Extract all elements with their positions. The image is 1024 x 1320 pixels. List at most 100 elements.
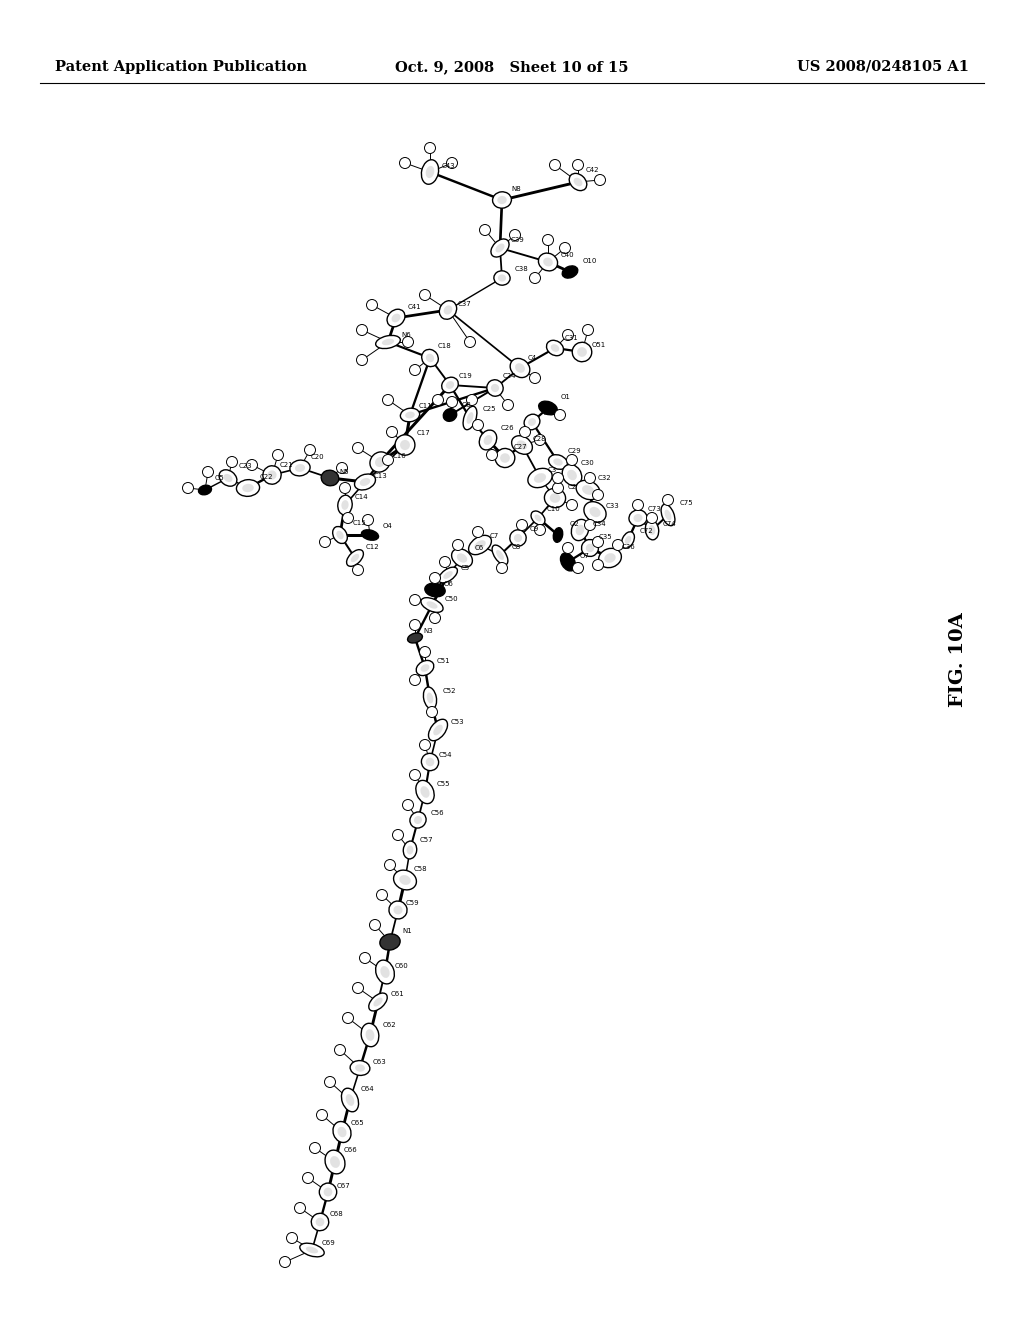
Circle shape [352,565,364,576]
Circle shape [352,982,364,994]
Ellipse shape [560,553,575,572]
Ellipse shape [333,527,347,544]
Circle shape [319,536,331,548]
Text: C13: C13 [374,473,388,479]
Ellipse shape [416,780,434,804]
Circle shape [595,174,605,186]
Text: C18: C18 [438,343,452,348]
Text: C3: C3 [548,467,557,473]
Circle shape [386,426,397,437]
Ellipse shape [500,453,510,463]
Ellipse shape [439,301,457,319]
Ellipse shape [528,418,536,426]
Ellipse shape [622,532,635,548]
Ellipse shape [469,536,492,554]
Text: C50: C50 [445,597,459,602]
Ellipse shape [366,1030,375,1041]
Ellipse shape [524,414,540,430]
Text: C14: C14 [355,494,369,500]
Ellipse shape [306,1246,318,1254]
Text: C74: C74 [663,521,677,527]
Text: O2: O2 [570,521,580,527]
Circle shape [356,355,368,366]
Ellipse shape [571,519,589,541]
Ellipse shape [350,1060,370,1076]
Ellipse shape [584,502,606,523]
Ellipse shape [665,510,672,520]
Text: N3: N3 [423,628,433,634]
Ellipse shape [324,1188,333,1196]
Text: C55: C55 [437,781,451,787]
Ellipse shape [387,309,404,327]
Ellipse shape [426,354,434,362]
Circle shape [446,396,458,408]
Ellipse shape [496,550,504,560]
Ellipse shape [512,436,532,454]
Ellipse shape [336,531,344,540]
Ellipse shape [582,540,598,557]
Text: C56: C56 [431,810,444,816]
Ellipse shape [319,1183,337,1201]
Ellipse shape [474,540,485,550]
Text: O10: O10 [583,257,597,264]
Ellipse shape [389,902,408,919]
Text: O3: O3 [462,403,472,408]
Ellipse shape [443,305,453,314]
Text: C32: C32 [598,475,611,480]
Circle shape [553,473,563,483]
Ellipse shape [426,602,437,609]
Text: C11: C11 [419,403,433,409]
Ellipse shape [416,660,434,676]
Ellipse shape [527,469,552,487]
Text: N8: N8 [511,186,521,191]
Ellipse shape [662,504,675,525]
Text: C64: C64 [361,1086,375,1092]
Circle shape [182,483,194,494]
Text: C4: C4 [528,355,538,360]
Ellipse shape [408,634,423,643]
Circle shape [280,1257,291,1267]
Ellipse shape [361,529,379,540]
Circle shape [342,512,353,524]
Ellipse shape [311,1213,329,1230]
Text: C24: C24 [503,374,516,379]
Text: C17: C17 [417,430,431,436]
Text: C75: C75 [680,500,693,506]
Circle shape [410,675,421,685]
Circle shape [410,619,421,631]
Text: C21: C21 [280,462,294,469]
Text: C33: C33 [606,503,620,510]
Ellipse shape [515,363,525,372]
Ellipse shape [510,529,526,546]
Circle shape [302,1172,313,1184]
Text: C31: C31 [565,335,579,341]
Ellipse shape [380,966,390,978]
Text: C43: C43 [442,162,456,169]
Circle shape [472,420,483,430]
Circle shape [566,499,578,511]
Circle shape [486,450,498,461]
Text: C42: C42 [586,168,599,173]
Text: C20: C20 [311,454,325,459]
Ellipse shape [423,686,436,709]
Circle shape [370,920,381,931]
Ellipse shape [483,436,493,445]
Text: C65: C65 [351,1119,365,1126]
Ellipse shape [586,544,594,552]
Circle shape [342,1012,353,1023]
Circle shape [295,1203,305,1213]
Circle shape [465,337,475,347]
Text: C41: C41 [408,304,422,310]
Circle shape [555,409,565,421]
Ellipse shape [421,598,443,612]
Circle shape [325,1077,336,1088]
Ellipse shape [295,465,305,473]
Ellipse shape [493,191,511,209]
Text: C16: C16 [393,453,407,459]
Ellipse shape [539,401,557,414]
Ellipse shape [400,408,420,422]
Circle shape [439,557,451,568]
Circle shape [585,473,596,483]
Circle shape [529,372,541,384]
Ellipse shape [393,906,402,915]
